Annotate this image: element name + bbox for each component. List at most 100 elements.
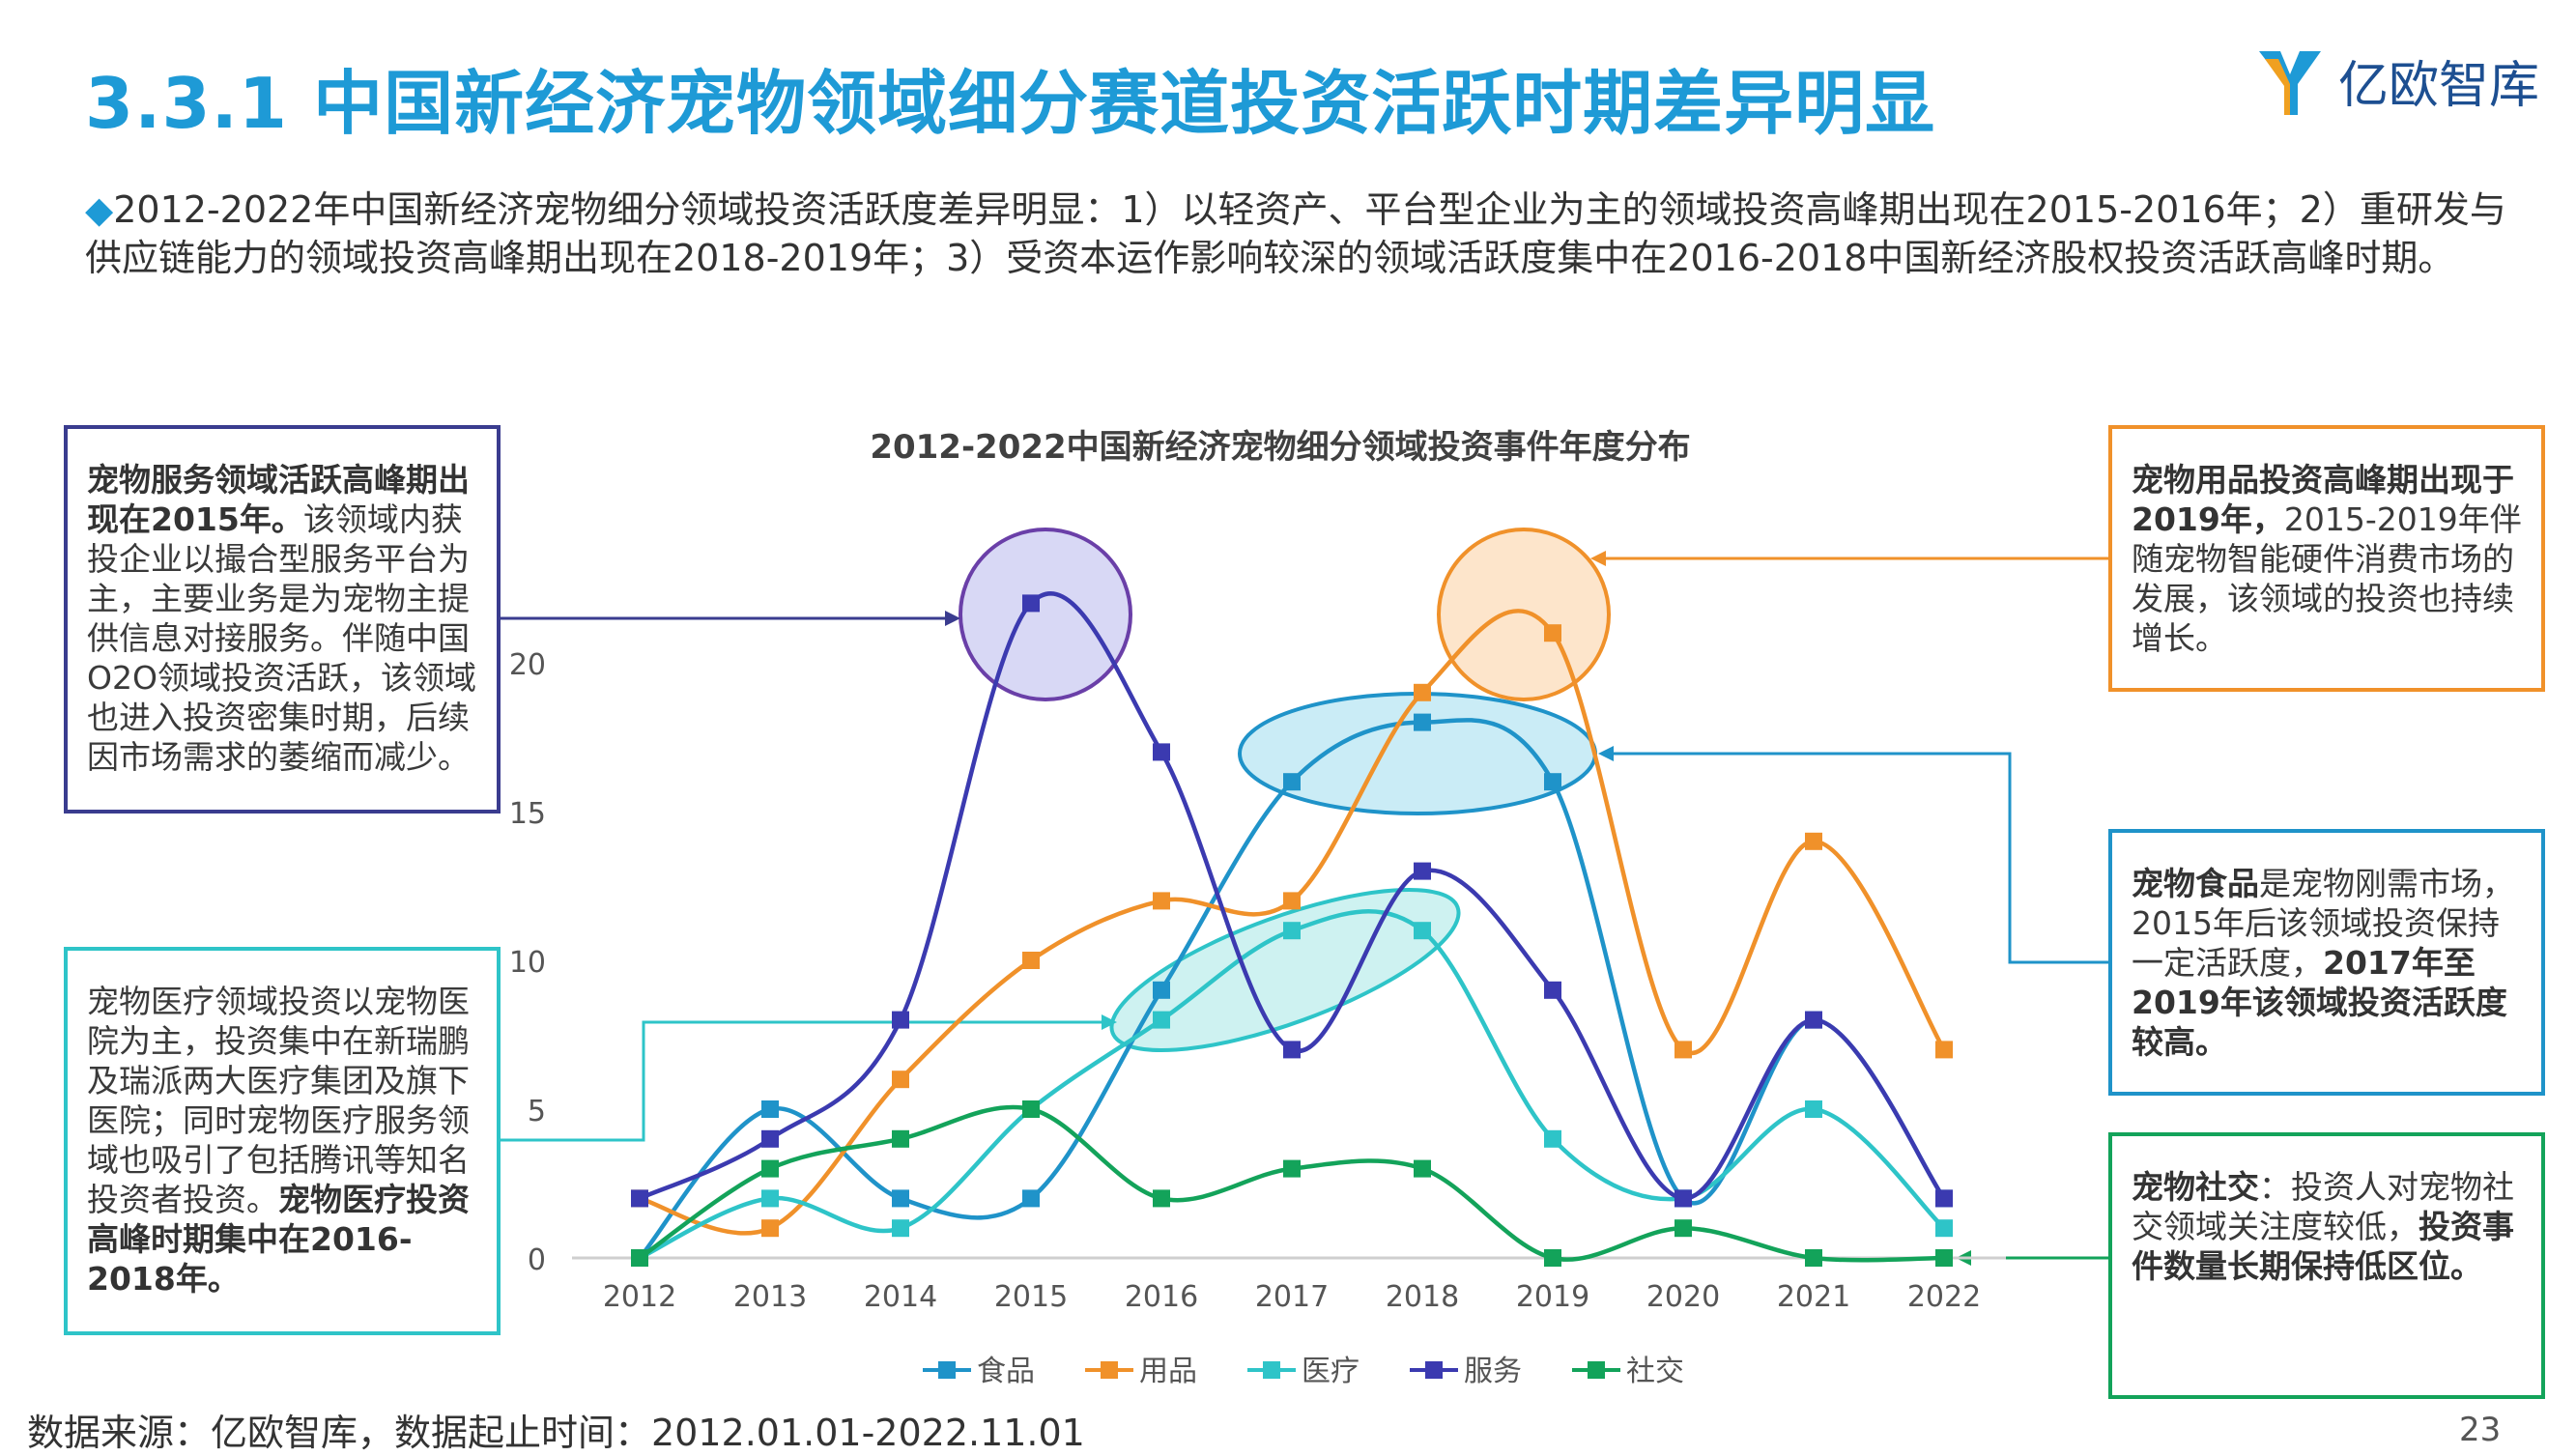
data-point (1283, 773, 1301, 791)
food-connector-arrow-icon (1598, 746, 1614, 761)
food-peak-highlight (1238, 692, 1597, 815)
service-annotation-text: 该领域内获投企业以撮合型服务平台为主，主要业务是为宠物主提供信息对接服务。伴随中… (87, 500, 476, 776)
data-point (1022, 1100, 1040, 1118)
social-annotation-bold2: 投资事件数量长期保持低区位。 (2132, 1208, 2514, 1285)
logo-mark-icon (2259, 51, 2321, 115)
x-tick-label: 2021 (1777, 1280, 1850, 1314)
data-point (1544, 1129, 1561, 1148)
data-point (1414, 922, 1431, 940)
medical-annotation-box: 宠物医疗领域投资以宠物医院为主，投资集中在新瑞鹏及瑞派两大医疗集团及旗下医院；同… (64, 947, 501, 1335)
medical-annotation-bold: 宠物医疗投资高峰时期集中在2016-2018年。 (87, 1181, 470, 1298)
data-point (1935, 1041, 1953, 1059)
social-annotation-box: 宠物社交：投资人对宠物社交领域关注度较低，投资事件数量长期保持低区位。 (2108, 1132, 2545, 1399)
supplies-annotation-box: 宠物用品投资高峰期出现于2019年，2015-2019年伴随宠物智能硬件消费市场… (2108, 425, 2545, 692)
x-tick-label: 2018 (1386, 1280, 1459, 1314)
data-point (1153, 892, 1170, 910)
data-point (1935, 1249, 1953, 1267)
data-point (1544, 1249, 1561, 1267)
medical-connector (501, 1020, 1111, 1142)
data-point (631, 1189, 648, 1208)
y-tick-label: 10 (509, 946, 546, 980)
page-title: 3.3.1 中国新经济宠物领域细分赛道投资活跃时期差异明显 (85, 63, 1936, 144)
data-point (1935, 1189, 1953, 1208)
food-annotation-text: 是宠物刚需市场，2015年后该领域投资保持一定活跃度， (2132, 865, 2514, 982)
x-tick-label: 2019 (1516, 1280, 1589, 1314)
data-point (1674, 1219, 1692, 1238)
legend-label-1: 食品 (977, 1355, 1035, 1388)
data-point (1283, 1041, 1301, 1059)
y-tick-label: 15 (509, 797, 546, 831)
legend-marker-2 (1101, 1361, 1118, 1379)
data-point (1805, 1100, 1822, 1118)
data-point (1022, 952, 1040, 969)
series-line-3 (639, 909, 1946, 1261)
x-tick-label: 2016 (1125, 1280, 1198, 1314)
data-point (892, 1129, 909, 1148)
data-point (1414, 862, 1431, 880)
y-tick-label: 5 (528, 1095, 546, 1128)
data-point (1414, 1159, 1431, 1178)
data-point (1414, 713, 1431, 731)
y-tick-label: 0 (528, 1243, 546, 1277)
data-point (892, 1071, 909, 1089)
x-tick-label: 2022 (1907, 1280, 1981, 1314)
data-point (1674, 1189, 1692, 1208)
data-point (1805, 832, 1822, 850)
x-tick-label: 2014 (864, 1280, 937, 1314)
service-annotation-bold: 宠物服务领域活跃高峰期出现在2015年。 (87, 461, 470, 538)
food-connector (1604, 752, 2108, 964)
food-annotation-bold1: 宠物食品 (2132, 865, 2259, 902)
service-peak-highlight (959, 528, 1132, 701)
medical-peak-highlight (1109, 887, 1461, 1053)
data-point (1805, 1011, 1822, 1029)
legend-marker-4 (1425, 1361, 1443, 1379)
food-annotation-bold2: 2017年至2019年该领域投资活跃度较高。 (2132, 944, 2507, 1061)
medical-annotation-text: 宠物医疗领域投资以宠物医院为主，投资集中在新瑞鹏及瑞派两大医疗集团及旗下医院；同… (87, 983, 470, 1218)
service-annotation-box: 宠物服务领域活跃高峰期出现在2015年。该领域内获投企业以撮合型服务平台为主，主… (64, 425, 501, 814)
data-point (1153, 981, 1170, 999)
data-point (761, 1219, 779, 1238)
data-point (1022, 1189, 1040, 1208)
data-point (761, 1189, 779, 1208)
supplies-connector-arrow-icon (1590, 551, 1606, 566)
supplies-annotation-bold: 宠物用品投资高峰期出现于2019年， (2132, 461, 2514, 538)
chart-title: 2012-2022中国新经济宠物细分领域投资事件年度分布 (870, 428, 1690, 467)
legend-label-2: 用品 (1139, 1355, 1197, 1388)
legend-label-5: 社交 (1626, 1355, 1684, 1388)
data-point (1544, 624, 1561, 642)
logo-text: 亿欧智库 (2338, 56, 2540, 115)
intro-text: 2012-2022年中国新经济宠物细分领域投资活跃度差异明显：1）以轻资产、平台… (85, 188, 2506, 279)
supplies-peak-highlight (1437, 528, 1611, 701)
data-point (1283, 892, 1301, 910)
data-point (761, 1100, 779, 1118)
legend-label-4: 服务 (1464, 1355, 1522, 1388)
data-point (892, 1219, 909, 1238)
legend-marker-1 (938, 1361, 956, 1379)
data-point (1283, 922, 1301, 940)
data-point (892, 1189, 909, 1208)
intro-paragraph: ◆2012-2022年中国新经济宠物细分领域投资活跃度差异明显：1）以轻资产、平… (85, 186, 2520, 282)
logo: 亿欧智库 (2251, 37, 2541, 124)
data-point (1544, 773, 1561, 791)
x-tick-label: 2012 (603, 1280, 676, 1314)
data-point (1805, 1249, 1822, 1267)
y-tick-label: 20 (509, 648, 546, 682)
data-point (1022, 594, 1040, 613)
food-annotation-box: 宠物食品是宠物刚需市场，2015年后该领域投资保持一定活跃度，2017年至201… (2108, 829, 2545, 1096)
legend-label-3: 医疗 (1302, 1355, 1360, 1388)
legend-marker-5 (1588, 1361, 1605, 1379)
social-annotation-text: ：投资人对宠物社交领域关注度较低， (2132, 1168, 2514, 1245)
supplies-annotation-text: 2015-2019年伴随宠物智能硬件消费市场的发展，该领域的投资也持续增长。 (2132, 500, 2522, 657)
data-point (761, 1129, 779, 1148)
medical-connector-arrow-icon (1102, 1014, 1117, 1030)
x-tick-label: 2015 (994, 1280, 1068, 1314)
data-point (1153, 743, 1170, 761)
x-tick-label: 2020 (1646, 1280, 1720, 1314)
series-line-1 (638, 718, 1946, 1260)
data-point (1935, 1219, 1953, 1238)
data-point (1153, 1189, 1170, 1208)
data-point (761, 1159, 779, 1178)
data-point (1414, 683, 1431, 701)
data-point (1283, 1159, 1301, 1178)
